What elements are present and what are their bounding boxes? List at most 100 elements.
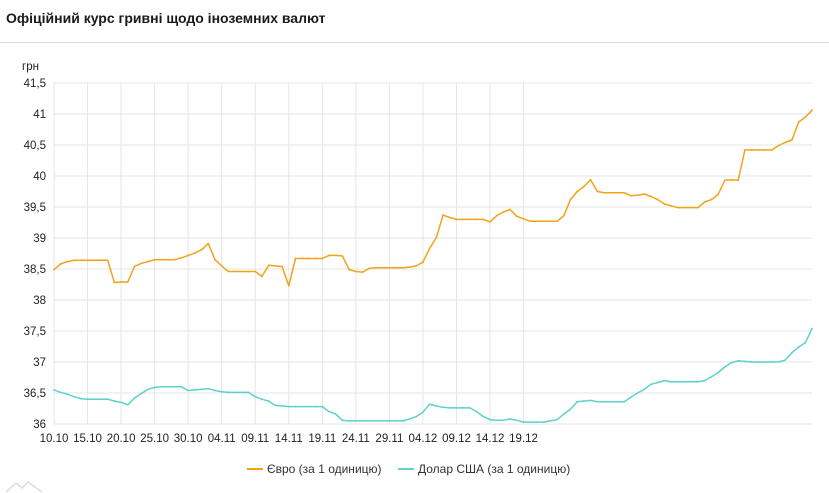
data-point [220,265,223,267]
data-point [536,220,538,223]
data-point [73,395,76,398]
data-point [710,375,713,378]
data-point [267,264,270,267]
x-tick-label: 19.11 [308,433,336,445]
y-tick-label: 40,5 [24,140,46,152]
x-axis-ticks: 10.10 15.10 20.10 25.10 30.10 04.11 09.11 14.11… [40,433,538,445]
data-point [79,259,82,262]
data-point [341,255,344,257]
data-point [86,259,89,262]
data-point [173,385,176,388]
data-point [214,389,216,392]
data-point [609,191,612,194]
legend-item-label[interactable]: Євро (за 1 одиницю) [267,462,382,476]
data-point [361,420,364,422]
data-point [596,400,599,403]
data-point [381,420,384,422]
data-point [321,257,324,260]
data-point [522,421,525,424]
data-point [193,251,196,254]
data-point [784,359,787,362]
data-point [53,268,55,271]
legend: Євро (за 1 одиницю) Долар США (за 1 одини… [247,462,570,476]
x-tick-label: 29.11 [375,433,403,445]
data-point [180,385,183,388]
data-point [683,380,686,383]
data-point [623,191,626,194]
data-point [797,346,800,349]
data-point [489,418,491,421]
data-point [636,392,639,394]
data-point [408,266,411,269]
data-point [549,220,552,223]
data-point [207,387,210,390]
data-point [348,420,351,422]
data-point [616,400,619,403]
data-point [133,265,136,268]
data-point [100,398,102,401]
data-point [314,257,317,260]
data-point [770,361,773,363]
data-point [643,193,646,195]
data-point [790,351,793,354]
data-point [401,420,404,422]
data-point [254,270,257,273]
data-point [428,247,431,250]
data-point [717,193,719,196]
data-point [549,420,552,422]
data-point [656,198,659,201]
data-point [811,327,813,330]
data-point [435,236,438,239]
data-point [784,141,787,144]
data-point [562,214,565,217]
data-point [730,178,733,181]
data-point [368,267,371,270]
y-tick-label: 37,5 [24,326,46,338]
y-tick-label: 38,5 [24,264,46,276]
data-point [502,211,505,213]
data-point [86,398,89,401]
data-point [583,185,585,188]
data-point [556,418,558,421]
data-point [750,149,753,151]
data-point [187,389,190,392]
data-point [334,413,337,415]
data-point [670,204,673,207]
data-point [636,194,639,197]
data-point [301,405,304,408]
data-point [737,359,740,362]
y-tick-label: 37 [33,357,46,369]
y-axis-unit-label: грн [22,61,39,73]
data-point [697,380,699,383]
data-point [475,410,478,413]
data-point [643,388,646,391]
data-point [401,266,404,269]
data-point [388,420,391,422]
data-point [629,396,632,399]
data-point [529,421,532,424]
data-point [274,404,277,407]
y-tick-label: 41,5 [24,78,46,90]
data-point [723,366,726,368]
data-point [529,220,532,223]
data-point [569,408,572,411]
data-point [274,265,277,267]
data-point [247,270,250,273]
data-point [750,361,753,363]
data-point [113,281,116,284]
y-tick-label: 38 [33,295,46,307]
data-point [623,400,626,403]
data-point [509,208,512,211]
data-point [314,405,317,408]
data-point [375,266,377,269]
data-point [308,405,310,408]
data-point [120,281,122,283]
data-point [804,341,807,344]
data-point [113,400,116,402]
legend-item-label[interactable]: Долар США (за 1 одиницю) [418,462,570,476]
data-point [160,385,163,388]
data-point [294,257,297,260]
data-point [616,191,619,194]
data-point [254,395,257,398]
data-point [723,179,726,182]
